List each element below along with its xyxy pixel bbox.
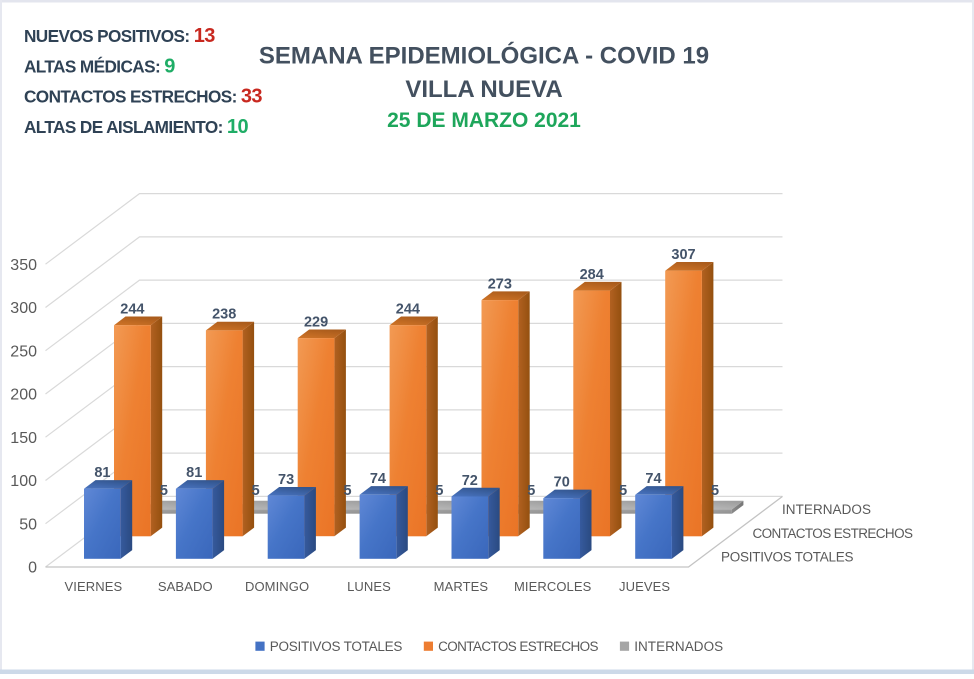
svg-text:25 DE MARZO 2021: 25 DE MARZO 2021 [387,109,581,132]
svg-text:ALTAS MÉDICAS: 9: ALTAS MÉDICAS: 9 [24,55,175,77]
svg-text:5: 5 [252,483,260,499]
svg-text:74: 74 [645,471,661,487]
svg-text:70: 70 [554,475,570,491]
svg-text:VIERNES: VIERNES [65,579,123,594]
svg-text:244: 244 [120,302,144,318]
svg-text:INTERNADOS: INTERNADOS [782,502,871,517]
svg-text:VILLA NUEVA: VILLA NUEVA [405,76,562,103]
svg-text:350: 350 [10,257,37,274]
svg-text:SEMANA EPIDEMIOLÓGICA - COVID: SEMANA EPIDEMIOLÓGICA - COVID 19 [259,42,709,70]
svg-text:5: 5 [527,483,535,499]
svg-text:74: 74 [370,471,386,487]
svg-text:ALTAS DE AISLAMIENTO: 10: ALTAS DE AISLAMIENTO: 10 [24,116,248,138]
svg-text:81: 81 [94,465,110,481]
svg-text:5: 5 [619,483,627,499]
svg-text:150: 150 [10,430,37,447]
svg-text:300: 300 [10,300,37,317]
svg-text:81: 81 [186,465,202,481]
svg-text:DOMINGO: DOMINGO [245,579,309,594]
svg-text:MIERCOLES: MIERCOLES [514,579,592,594]
svg-text:73: 73 [278,472,294,488]
svg-text:273: 273 [488,276,512,292]
svg-text:100: 100 [10,473,37,490]
svg-text:250: 250 [10,343,37,360]
svg-text:5: 5 [344,483,352,499]
svg-text:72: 72 [462,473,478,489]
svg-text:0: 0 [28,560,37,577]
svg-text:5: 5 [160,483,168,499]
svg-text:CONTACTOS ESTRECHOS: CONTACTOS ESTRECHOS [753,526,913,541]
svg-text:NUEVOS POSITIVOS: 13: NUEVOS POSITIVOS: 13 [24,25,215,47]
svg-text:50: 50 [19,516,37,533]
svg-text:MARTES: MARTES [434,579,489,594]
svg-text:CONTACTOS ESTRECHOS: CONTACTOS ESTRECHOS [438,639,598,654]
svg-text:SABADO: SABADO [158,579,213,594]
svg-text:238: 238 [212,307,236,323]
svg-text:POSITIVOS TOTALES: POSITIVOS TOTALES [270,639,403,654]
svg-text:244: 244 [396,302,420,318]
svg-text:POSITIVOS TOTALES: POSITIVOS TOTALES [721,550,854,565]
svg-text:JUEVES: JUEVES [619,579,670,594]
svg-text:307: 307 [671,247,695,263]
svg-text:LUNES: LUNES [347,579,391,594]
svg-text:229: 229 [304,315,328,331]
svg-text:INTERNADOS: INTERNADOS [634,639,723,654]
svg-text:CONTACTOS ESTRECHOS: 33: CONTACTOS ESTRECHOS: 33 [24,86,262,108]
svg-text:284: 284 [580,267,604,283]
svg-text:5: 5 [435,483,443,499]
svg-text:5: 5 [711,483,719,499]
svg-text:200: 200 [10,387,37,404]
